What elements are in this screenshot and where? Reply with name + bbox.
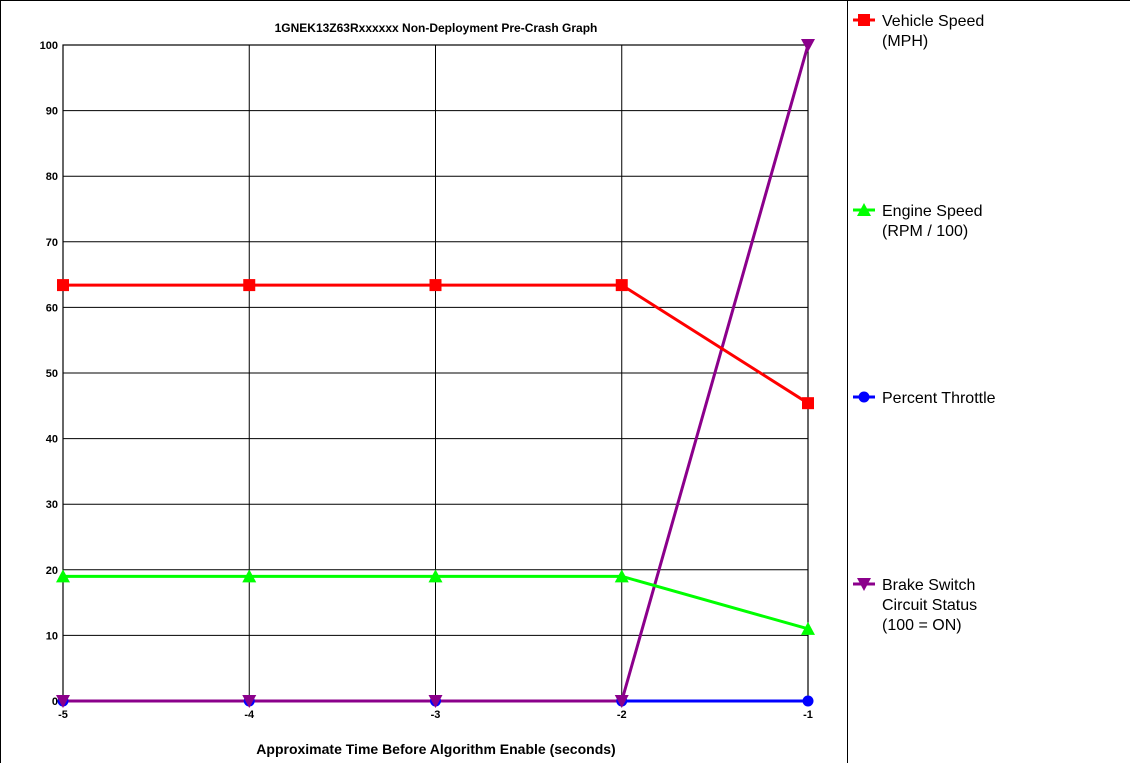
x-tick-label: -5 — [58, 709, 68, 721]
y-tick-label: 100 — [40, 40, 58, 52]
legend-marker-triangle-down-icon — [853, 578, 875, 591]
x-tick-label: -4 — [244, 709, 255, 721]
data-point-engine-speed-rpm-100 — [242, 569, 257, 583]
x-axis-title: Approximate Time Before Algorithm Enable… — [256, 741, 615, 757]
data-point-brake-switch-circuit-status-100-on — [56, 695, 70, 708]
legend-label-line: Engine Speed — [882, 203, 983, 220]
legend-label: Brake Switch Circuit Status (100 = ON) — [882, 576, 1102, 636]
legend-label-line: (MPH) — [882, 33, 929, 50]
legend-swatch-marker — [858, 391, 870, 403]
y-tick-label: 40 — [46, 434, 58, 446]
y-tick-label: 70 — [46, 237, 58, 249]
legend-item-engine-speed-rpm-100: Engine Speed (RPM / 100) — [848, 202, 1102, 242]
y-tick-label: 80 — [46, 171, 58, 183]
legend-label: Vehicle Speed (MPH) — [882, 12, 1102, 52]
y-tick-label: 0 — [52, 696, 58, 708]
chart-title: 1GNEK13Z63Rxxxxxx Non-Deployment Pre-Cra… — [275, 21, 598, 35]
data-point-brake-switch-circuit-status-100-on — [614, 695, 629, 708]
x-tick-label: -1 — [803, 709, 813, 721]
y-tick-label: 90 — [46, 106, 58, 118]
data-point-engine-speed-rpm-100 — [428, 569, 443, 583]
data-point-vehicle-speed-mph — [802, 397, 814, 410]
data-point-engine-speed-rpm-100 — [56, 569, 70, 583]
legend-label-line: (RPM / 100) — [882, 223, 969, 240]
legend-label-line: Circuit Status — [882, 597, 978, 614]
legend-marker-circle-icon — [853, 391, 875, 403]
data-point-engine-speed-rpm-100 — [614, 569, 629, 583]
legend-label: Percent Throttle — [882, 389, 1102, 409]
data-point-vehicle-speed-mph — [615, 279, 628, 292]
legend-item-percent-throttle: Percent Throttle — [848, 389, 1102, 409]
data-point-vehicle-speed-mph — [429, 279, 442, 292]
legend-swatch-marker — [858, 14, 870, 26]
data-point-brake-switch-circuit-status-100-on — [801, 39, 815, 52]
legend-item-brake-switch-circuit-status-100-on: Brake Switch Circuit Status (100 = ON) — [848, 576, 1102, 636]
y-tick-label: 20 — [46, 565, 58, 577]
data-point-vehicle-speed-mph — [57, 279, 69, 292]
data-point-percent-throttle — [802, 695, 814, 707]
legend-swatch-marker — [857, 203, 871, 216]
y-tick-label: 30 — [46, 499, 58, 511]
legend-item-vehicle-speed-mph: Vehicle Speed (MPH) — [848, 12, 1102, 52]
legend-label-line: (100 = ON) — [882, 617, 962, 634]
legend-marker-triangle-up-icon — [853, 203, 875, 216]
chart-legend: Vehicle Speed (MPH) Engine Speed (RPM / 100… — [848, 0, 1130, 763]
data-point-vehicle-speed-mph — [243, 279, 256, 292]
legend-label-line: Percent Throttle — [882, 390, 996, 407]
legend-label-line: Vehicle Speed — [882, 13, 985, 30]
x-tick-label: -2 — [617, 709, 627, 721]
legend-swatch-marker — [857, 578, 871, 591]
y-tick-label: 60 — [46, 302, 58, 314]
legend-marker-square-icon — [853, 14, 875, 26]
data-point-engine-speed-rpm-100 — [801, 621, 815, 635]
legend-label-line: Brake Switch — [882, 577, 976, 594]
data-point-brake-switch-circuit-status-100-on — [242, 695, 257, 708]
y-tick-label: 10 — [46, 630, 58, 642]
legend-label: Engine Speed (RPM / 100) — [882, 202, 1102, 242]
y-tick-label: 50 — [46, 368, 58, 380]
data-point-brake-switch-circuit-status-100-on — [428, 695, 443, 708]
x-tick-label: -3 — [431, 709, 441, 721]
